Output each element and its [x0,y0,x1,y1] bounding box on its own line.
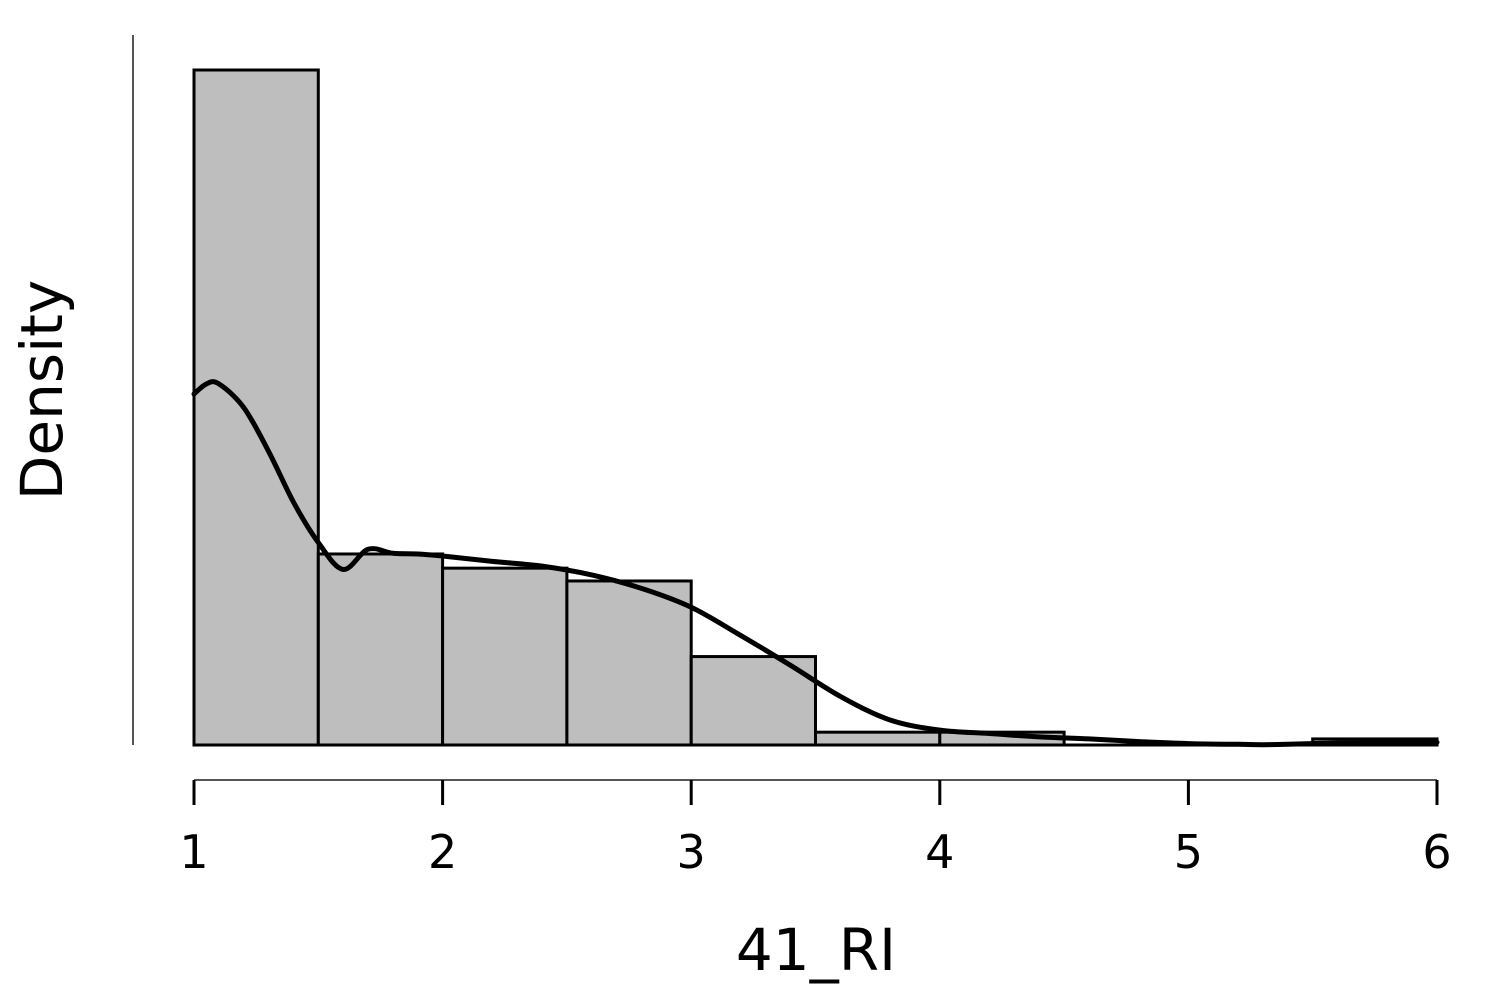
x-tick-label-2: 2 [428,825,457,879]
x-axis-ticks: 1 2 3 4 5 6 [179,780,1452,879]
x-tick-label-3: 3 [677,825,706,879]
histogram-bar-4 [565,579,693,747]
x-tick-label-6: 6 [1422,825,1451,879]
x-tick-label-5: 5 [1174,825,1203,879]
histogram-bar-6 [814,730,942,747]
histogram-bar-2 [316,552,445,747]
histogram-bar-1 [192,68,320,747]
histogram-bar-3 [441,566,569,747]
y-axis-title: Density [8,280,76,501]
x-tick-label-1: 1 [179,825,208,879]
x-axis-title: 41_RI [736,916,896,984]
density-curve [191,379,1440,748]
x-tick-label-4: 4 [925,825,954,879]
histogram-bars [192,68,1439,747]
